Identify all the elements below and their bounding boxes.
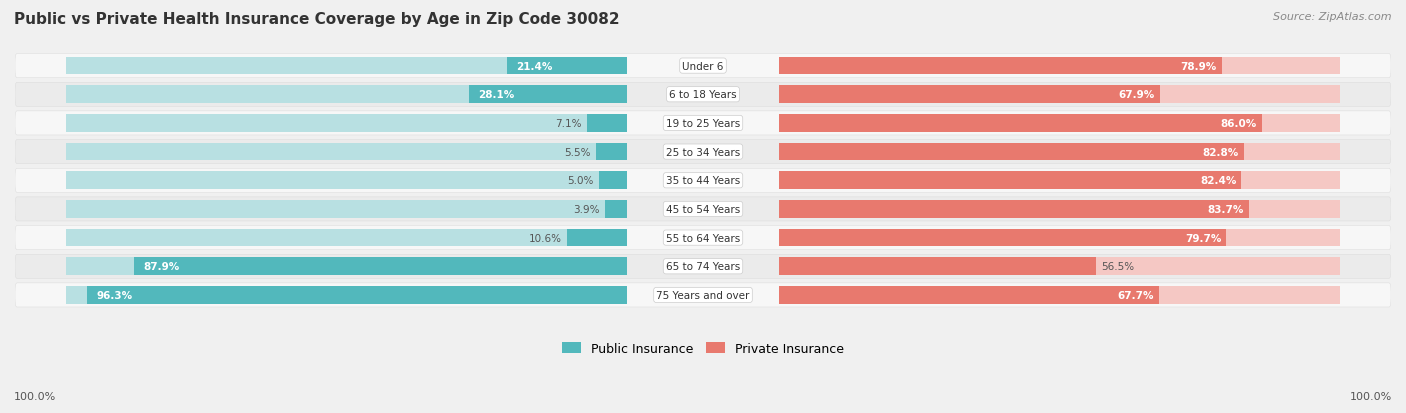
Text: 25 to 34 Years: 25 to 34 Years (666, 147, 740, 157)
Bar (567, 229, 627, 247)
Text: Source: ZipAtlas.com: Source: ZipAtlas.com (1274, 12, 1392, 22)
FancyBboxPatch shape (15, 140, 1391, 164)
FancyBboxPatch shape (15, 226, 1391, 250)
Bar (779, 86, 1340, 104)
Text: 96.3%: 96.3% (96, 290, 132, 300)
Text: 86.0%: 86.0% (1220, 119, 1257, 128)
Bar (779, 57, 1340, 75)
Bar (605, 201, 627, 218)
Text: 83.7%: 83.7% (1208, 204, 1243, 214)
Text: Under 6: Under 6 (682, 62, 724, 71)
Bar (470, 86, 627, 104)
Text: 100.0%: 100.0% (1350, 391, 1392, 401)
FancyBboxPatch shape (15, 83, 1391, 107)
Text: 65 to 74 Years: 65 to 74 Years (666, 262, 740, 272)
Text: 56.5%: 56.5% (1101, 262, 1135, 272)
FancyBboxPatch shape (15, 112, 1391, 135)
Bar (779, 143, 1340, 161)
FancyBboxPatch shape (15, 169, 1391, 193)
Bar (779, 143, 1244, 161)
FancyBboxPatch shape (15, 255, 1391, 279)
Bar (779, 286, 1340, 304)
Bar (779, 258, 1097, 275)
Text: 82.8%: 82.8% (1202, 147, 1239, 157)
Text: 100.0%: 100.0% (14, 391, 56, 401)
Bar (779, 229, 1340, 247)
Bar (779, 172, 1241, 190)
Legend: Public Insurance, Private Insurance: Public Insurance, Private Insurance (557, 337, 849, 360)
Bar (66, 229, 627, 247)
FancyBboxPatch shape (15, 197, 1391, 221)
Bar (66, 115, 627, 133)
Bar (66, 86, 627, 104)
Bar (66, 57, 627, 75)
Text: 87.9%: 87.9% (143, 262, 180, 272)
Bar (506, 57, 627, 75)
FancyBboxPatch shape (15, 55, 1391, 78)
Text: 5.5%: 5.5% (564, 147, 591, 157)
Text: 7.1%: 7.1% (555, 119, 582, 128)
Text: 55 to 64 Years: 55 to 64 Years (666, 233, 740, 243)
Text: 6 to 18 Years: 6 to 18 Years (669, 90, 737, 100)
Text: 19 to 25 Years: 19 to 25 Years (666, 119, 740, 128)
Bar (779, 258, 1340, 275)
Bar (779, 172, 1340, 190)
Bar (66, 201, 627, 218)
Text: 28.1%: 28.1% (478, 90, 515, 100)
Bar (134, 258, 627, 275)
Bar (779, 86, 1160, 104)
Text: 79.7%: 79.7% (1185, 233, 1222, 243)
FancyBboxPatch shape (15, 283, 1391, 307)
Bar (87, 286, 627, 304)
Bar (66, 143, 627, 161)
Bar (779, 115, 1261, 133)
Text: 5.0%: 5.0% (567, 176, 593, 186)
Text: Public vs Private Health Insurance Coverage by Age in Zip Code 30082: Public vs Private Health Insurance Cover… (14, 12, 620, 27)
Text: 45 to 54 Years: 45 to 54 Years (666, 204, 740, 214)
Bar (66, 286, 627, 304)
Bar (66, 258, 627, 275)
Text: 21.4%: 21.4% (516, 62, 553, 71)
Text: 67.7%: 67.7% (1118, 290, 1154, 300)
Bar (779, 115, 1340, 133)
Text: 3.9%: 3.9% (574, 204, 599, 214)
Bar (779, 286, 1159, 304)
Bar (779, 201, 1340, 218)
Bar (599, 172, 627, 190)
Text: 10.6%: 10.6% (529, 233, 562, 243)
Bar (779, 201, 1249, 218)
Text: 35 to 44 Years: 35 to 44 Years (666, 176, 740, 186)
Text: 75 Years and over: 75 Years and over (657, 290, 749, 300)
Bar (779, 229, 1226, 247)
Bar (586, 115, 627, 133)
Bar (596, 143, 627, 161)
Bar (779, 57, 1222, 75)
Text: 67.9%: 67.9% (1119, 90, 1154, 100)
Text: 82.4%: 82.4% (1199, 176, 1236, 186)
Bar (66, 172, 627, 190)
Text: 78.9%: 78.9% (1181, 62, 1216, 71)
